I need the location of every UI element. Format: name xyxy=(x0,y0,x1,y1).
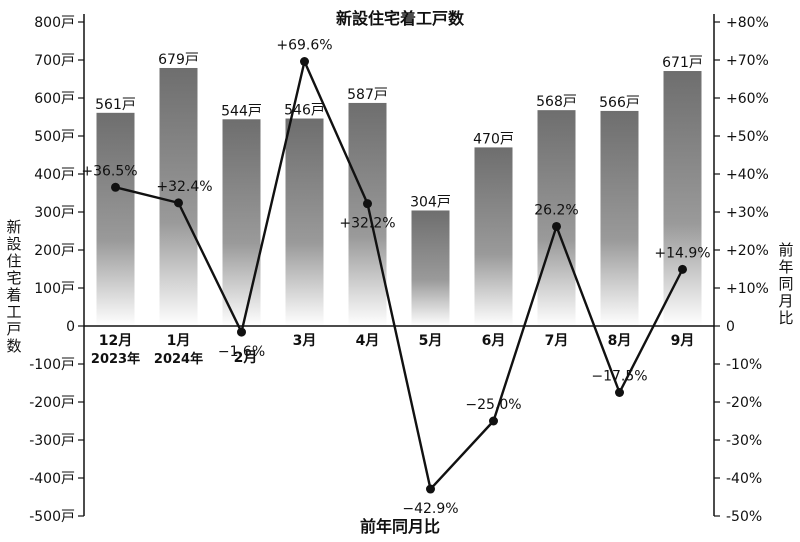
left-tick-label: 600戸 xyxy=(34,91,75,107)
category-month-label: 4月 xyxy=(356,333,380,349)
yoy-value-label: +36.5% xyxy=(81,163,137,179)
yoy-point xyxy=(426,484,435,494)
category-month-label: 3月 xyxy=(293,333,317,349)
bar xyxy=(348,102,387,326)
line-series: +36.5% +32.4% −1.6% +69.6% +32.2% −42.9% −25.0… xyxy=(81,38,710,518)
bar xyxy=(411,210,450,326)
right-tick-label: +50% xyxy=(726,129,769,145)
right-axis-label: 前年同月比 xyxy=(778,241,793,327)
right-tick-label: +70% xyxy=(726,53,769,69)
bar xyxy=(600,110,639,326)
yoy-point xyxy=(111,182,120,192)
bar-value-label: 679戸 xyxy=(158,52,199,68)
bar xyxy=(96,112,135,326)
category-month-label: 2月 xyxy=(234,350,258,366)
right-tick-label: +80% xyxy=(726,15,769,31)
x-axis-categories: 12月 2023年 1月 2024年 2月 3月 4月 5月 6月 7月 8月 9月 xyxy=(91,333,694,367)
left-tick-label: 100戸 xyxy=(34,281,75,297)
yoy-point xyxy=(615,388,624,397)
bar xyxy=(663,71,702,327)
left-tick-label: -400戸 xyxy=(29,471,75,487)
bar-value-label: 546戸 xyxy=(284,103,325,119)
x-axis-label: 前年同月比 xyxy=(360,517,440,536)
category-year-label: 2024年 xyxy=(154,351,203,367)
left-tick-label: 700戸 xyxy=(34,53,75,69)
bar-value-label: 304戸 xyxy=(410,194,451,210)
yoy-value-label: −42.9% xyxy=(402,501,458,517)
left-tick-label: -200戸 xyxy=(29,395,75,411)
yoy-value-label: +14.9% xyxy=(654,245,710,261)
right-tick-label: -40% xyxy=(726,471,762,487)
right-tick-label: +20% xyxy=(726,243,769,259)
left-axis-label: 新設住宅着工戸数 xyxy=(6,218,21,355)
right-tick-label: -30% xyxy=(726,433,762,449)
right-tick-label: -20% xyxy=(726,395,762,411)
left-tick-label: 500戸 xyxy=(34,129,75,145)
yoy-point xyxy=(363,199,372,209)
category-month-label: 12月 xyxy=(99,333,132,349)
right-tick-label: +10% xyxy=(726,281,769,297)
right-tick-label: +30% xyxy=(726,205,769,221)
bar xyxy=(285,118,324,327)
bar xyxy=(159,67,198,326)
category-month-label: 1月 xyxy=(167,333,191,349)
right-tick-label: 0 xyxy=(726,319,735,335)
bar-series: 561戸 679戸 544戸 546戸 587戸 304戸 470戸 568戸 566戸 671戸 xyxy=(95,52,703,327)
yoy-point xyxy=(300,57,309,67)
bar-value-label: 671戸 xyxy=(662,55,703,71)
right-axis-ticks: +80% +70% +60% +50% +40% +30% +20% +10% 0 -10% -20… xyxy=(714,15,769,525)
right-tick-label: +60% xyxy=(726,91,769,107)
bar xyxy=(537,110,576,326)
category-month-label: 8月 xyxy=(608,333,632,349)
left-axis-ticks: 800戸 700戸 600戸 500戸 400戸 300戸 200戸 100戸 0 -100戸 -2… xyxy=(29,15,84,525)
category-month-label: 9月 xyxy=(671,333,695,349)
left-tick-label: 300戸 xyxy=(34,205,75,221)
right-tick-label: -10% xyxy=(726,357,762,373)
yoy-value-label: +32.4% xyxy=(156,179,212,195)
left-tick-label: 200戸 xyxy=(34,243,75,259)
category-month-label: 5月 xyxy=(419,333,443,349)
yoy-point xyxy=(489,416,498,426)
bar-value-label: 568戸 xyxy=(536,94,577,110)
yoy-value-label: −25.0% xyxy=(465,397,521,413)
yoy-point xyxy=(174,198,183,208)
axes xyxy=(83,14,715,516)
chart-title: 新設住宅着工戸数 xyxy=(336,9,465,28)
yoy-point xyxy=(237,327,246,337)
bar-value-label: 544戸 xyxy=(221,103,262,119)
bar-value-label: 561戸 xyxy=(95,97,136,113)
left-tick-label: 800戸 xyxy=(34,15,75,31)
yoy-value-label: +32.2% xyxy=(339,216,395,232)
yoy-value-label: −1.6% xyxy=(218,344,265,360)
bar-value-label: 587戸 xyxy=(347,87,388,103)
category-month-label: 7月 xyxy=(545,333,569,349)
left-tick-label: 400戸 xyxy=(34,167,75,183)
left-tick-label: -300戸 xyxy=(29,433,75,449)
right-tick-label: +40% xyxy=(726,167,769,183)
category-month-label: 6月 xyxy=(482,333,506,349)
bar-value-label: 566戸 xyxy=(599,95,640,111)
yoy-value-label: −17.5% xyxy=(591,369,647,385)
yoy-value-label: +69.6% xyxy=(276,38,332,54)
right-tick-label: -50% xyxy=(726,509,762,525)
left-tick-label: -100戸 xyxy=(29,357,75,373)
yoy-point xyxy=(552,221,561,231)
bar xyxy=(474,147,513,326)
bar xyxy=(222,119,261,326)
bar-value-label: 470戸 xyxy=(473,131,514,147)
left-tick-label: 0 xyxy=(66,319,75,335)
yoy-value-label: 26.2% xyxy=(534,202,578,218)
yoy-line xyxy=(115,60,684,491)
yoy-point xyxy=(678,264,687,274)
left-tick-label: -500戸 xyxy=(29,509,75,525)
category-year-label: 2023年 xyxy=(91,351,140,367)
